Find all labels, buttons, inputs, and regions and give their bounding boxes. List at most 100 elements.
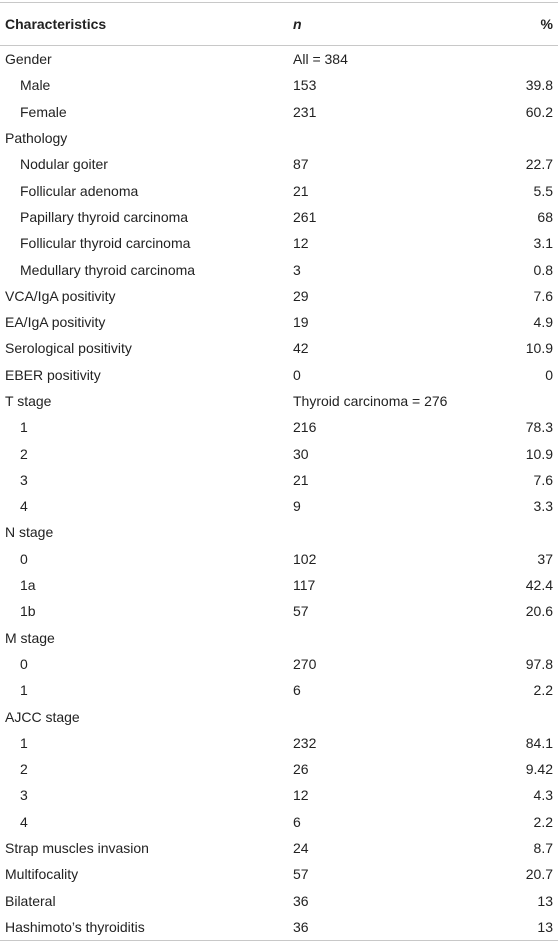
count-cell: 117: [293, 577, 316, 594]
header-cell: Characteristics: [0, 2, 293, 46]
table-row: 1a 117 42.4: [0, 572, 558, 598]
row-label: Follicular thyroid carcinoma: [20, 235, 191, 252]
count-cell: 36: [293, 918, 309, 935]
row-label: Nodular goiter: [20, 156, 108, 173]
table-row: 3 12 4.3: [0, 782, 558, 808]
percent-cell: 78.3: [525, 419, 553, 436]
count-cell: 57: [293, 866, 309, 883]
table-row: Gender All = 384: [0, 46, 558, 73]
row-label: 0: [20, 655, 28, 672]
table-row: 4 6 2.2: [0, 809, 558, 835]
count-cell: 9: [293, 498, 301, 515]
count-cell: 26: [293, 761, 309, 778]
header-row: Characteristics n %: [0, 2, 558, 46]
percent-cell: [512, 125, 558, 151]
row-label: 3: [20, 787, 28, 804]
table-row: Nodular goiter 87 22.7: [0, 151, 558, 177]
row-label: 2: [20, 761, 28, 778]
row-label: Papillary thyroid carcinoma: [20, 208, 189, 225]
count-cell: 6: [293, 813, 301, 830]
percent-cell: 22.7: [525, 156, 553, 173]
table-row: 2 30 10.9: [0, 440, 558, 466]
table-row: Multifocality 57 20.7: [0, 861, 558, 887]
percent-cell: 42.4: [525, 577, 553, 594]
row-label: AJCC stage: [5, 708, 80, 725]
table-row: 2 26 9.42: [0, 756, 558, 782]
percent-cell: 10.9: [525, 445, 553, 462]
percent-cell: 10.9: [525, 340, 553, 357]
table-row: AJCC stage: [0, 703, 558, 729]
percent-cell: 60.2: [525, 103, 553, 120]
count-cell: 231: [293, 103, 317, 120]
count-cell: [293, 625, 512, 651]
percent-cell: 20.7: [525, 866, 553, 883]
percent-cell: 4.3: [533, 787, 553, 804]
count-cell: 6: [293, 682, 301, 699]
count-cell: [293, 125, 512, 151]
count-cell: 3: [293, 261, 301, 278]
row-label: 1: [20, 682, 28, 699]
row-label: Strap muscles invasion: [5, 840, 149, 857]
percent-cell: 3.3: [533, 498, 553, 515]
table-row: Follicular thyroid carcinoma 12 3.1: [0, 230, 558, 256]
percent-cell: 0: [545, 366, 553, 383]
percent-cell: [512, 46, 558, 73]
count-cell: 24: [293, 840, 309, 857]
table-row: Male 153 39.8: [0, 72, 558, 98]
row-label: 1: [20, 419, 28, 436]
table-row: Strap muscles invasion 24 8.7: [0, 835, 558, 861]
table-row: Papillary thyroid carcinoma 261 68: [0, 204, 558, 230]
count-cell: 87: [293, 156, 309, 173]
table-row: Female 231 60.2: [0, 99, 558, 125]
percent-cell: 37: [537, 550, 553, 567]
row-label: 0: [20, 550, 28, 567]
row-label: Serological positivity: [5, 340, 132, 357]
row-label: Pathology: [5, 130, 68, 147]
count-cell: All = 384: [293, 51, 348, 68]
header-cell: n: [293, 2, 513, 46]
percent-cell: 7.6: [533, 471, 553, 488]
row-label: Hashimoto’s thyroiditis: [5, 918, 145, 935]
table-row: Follicular adenoma 21 5.5: [0, 177, 558, 203]
table-row: Medullary thyroid carcinoma 3 0.8: [0, 256, 558, 282]
row-label: N stage: [5, 524, 54, 541]
row-label: Medullary thyroid carcinoma: [20, 261, 196, 278]
count-cell: 42: [293, 340, 309, 357]
table-row: 4 9 3.3: [0, 493, 558, 519]
count-cell: 30: [293, 445, 309, 462]
row-label: Male: [20, 77, 51, 94]
count-cell: 261: [293, 208, 317, 225]
percent-cell: 9.42: [525, 761, 553, 778]
percent-cell: 3.1: [533, 235, 553, 252]
table-row: 3 21 7.6: [0, 467, 558, 493]
row-label: 4: [20, 498, 28, 515]
percent-cell: 84.1: [525, 734, 553, 751]
row-label: 1a: [20, 577, 36, 594]
count-cell: 270: [293, 655, 317, 672]
percent-cell: 4.9: [533, 314, 553, 331]
table-row: Pathology: [0, 125, 558, 151]
row-label: M stage: [5, 629, 55, 646]
table-row: 1b 57 20.6: [0, 598, 558, 624]
percent-cell: 7.6: [533, 287, 553, 304]
count-cell: 21: [293, 471, 309, 488]
table-row: VCA/IgA positivity 29 7.6: [0, 283, 558, 309]
count-cell: [293, 703, 512, 729]
table-row: M stage: [0, 625, 558, 651]
row-label: Follicular adenoma: [20, 182, 139, 199]
table-row: N stage: [0, 519, 558, 545]
percent-cell: 0.8: [533, 261, 553, 278]
row-label: VCA/IgA positivity: [5, 287, 116, 304]
count-cell: 12: [293, 787, 309, 804]
count-cell: 36: [293, 892, 309, 909]
percent-cell: 97.8: [525, 655, 553, 672]
count-cell: 216: [293, 419, 317, 436]
percent-cell: 2.2: [533, 682, 553, 699]
row-label: EBER positivity: [5, 366, 101, 383]
percent-cell: 13: [537, 918, 553, 935]
count-cell: 0: [293, 366, 301, 383]
count-cell: 19: [293, 314, 309, 331]
count-cell: 29: [293, 287, 309, 304]
